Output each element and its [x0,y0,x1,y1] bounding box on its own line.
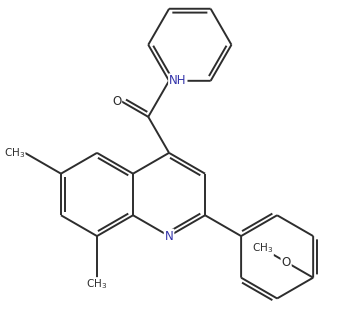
Text: CH$_3$: CH$_3$ [252,242,273,255]
Text: CH$_3$: CH$_3$ [4,146,25,160]
Text: O: O [282,256,291,269]
Text: CH$_3$: CH$_3$ [86,278,108,291]
Text: N: N [165,229,173,243]
Text: NH: NH [169,74,186,87]
Text: O: O [112,95,121,108]
